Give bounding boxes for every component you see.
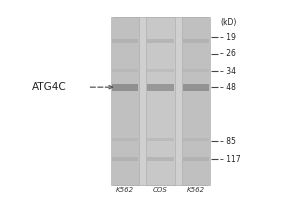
Text: – 19: – 19: [220, 33, 236, 42]
Bar: [111, 17, 139, 185]
Text: – 26: – 26: [220, 49, 236, 58]
Bar: [113, 17, 208, 185]
Text: K562: K562: [116, 187, 134, 193]
Bar: [183, 84, 209, 91]
Bar: [183, 39, 209, 43]
Bar: [147, 138, 174, 141]
Bar: [182, 17, 210, 185]
Text: COS: COS: [153, 187, 168, 193]
Bar: [147, 39, 174, 43]
Bar: [147, 69, 174, 72]
Bar: [112, 84, 138, 91]
Bar: [147, 84, 174, 91]
Text: K562: K562: [187, 187, 205, 193]
Bar: [183, 138, 209, 141]
Bar: [112, 138, 138, 141]
Bar: [112, 157, 138, 161]
Bar: [112, 69, 138, 72]
Bar: [147, 157, 174, 161]
Bar: [183, 69, 209, 72]
Bar: [146, 17, 175, 185]
Text: – 117: – 117: [220, 155, 241, 164]
Bar: [112, 39, 138, 43]
Text: – 48: – 48: [220, 83, 236, 92]
Bar: [183, 157, 209, 161]
Text: ATG4C: ATG4C: [32, 82, 67, 92]
Text: (kD): (kD): [221, 18, 237, 27]
Text: – 85: – 85: [220, 137, 236, 146]
Text: – 34: – 34: [220, 67, 236, 76]
